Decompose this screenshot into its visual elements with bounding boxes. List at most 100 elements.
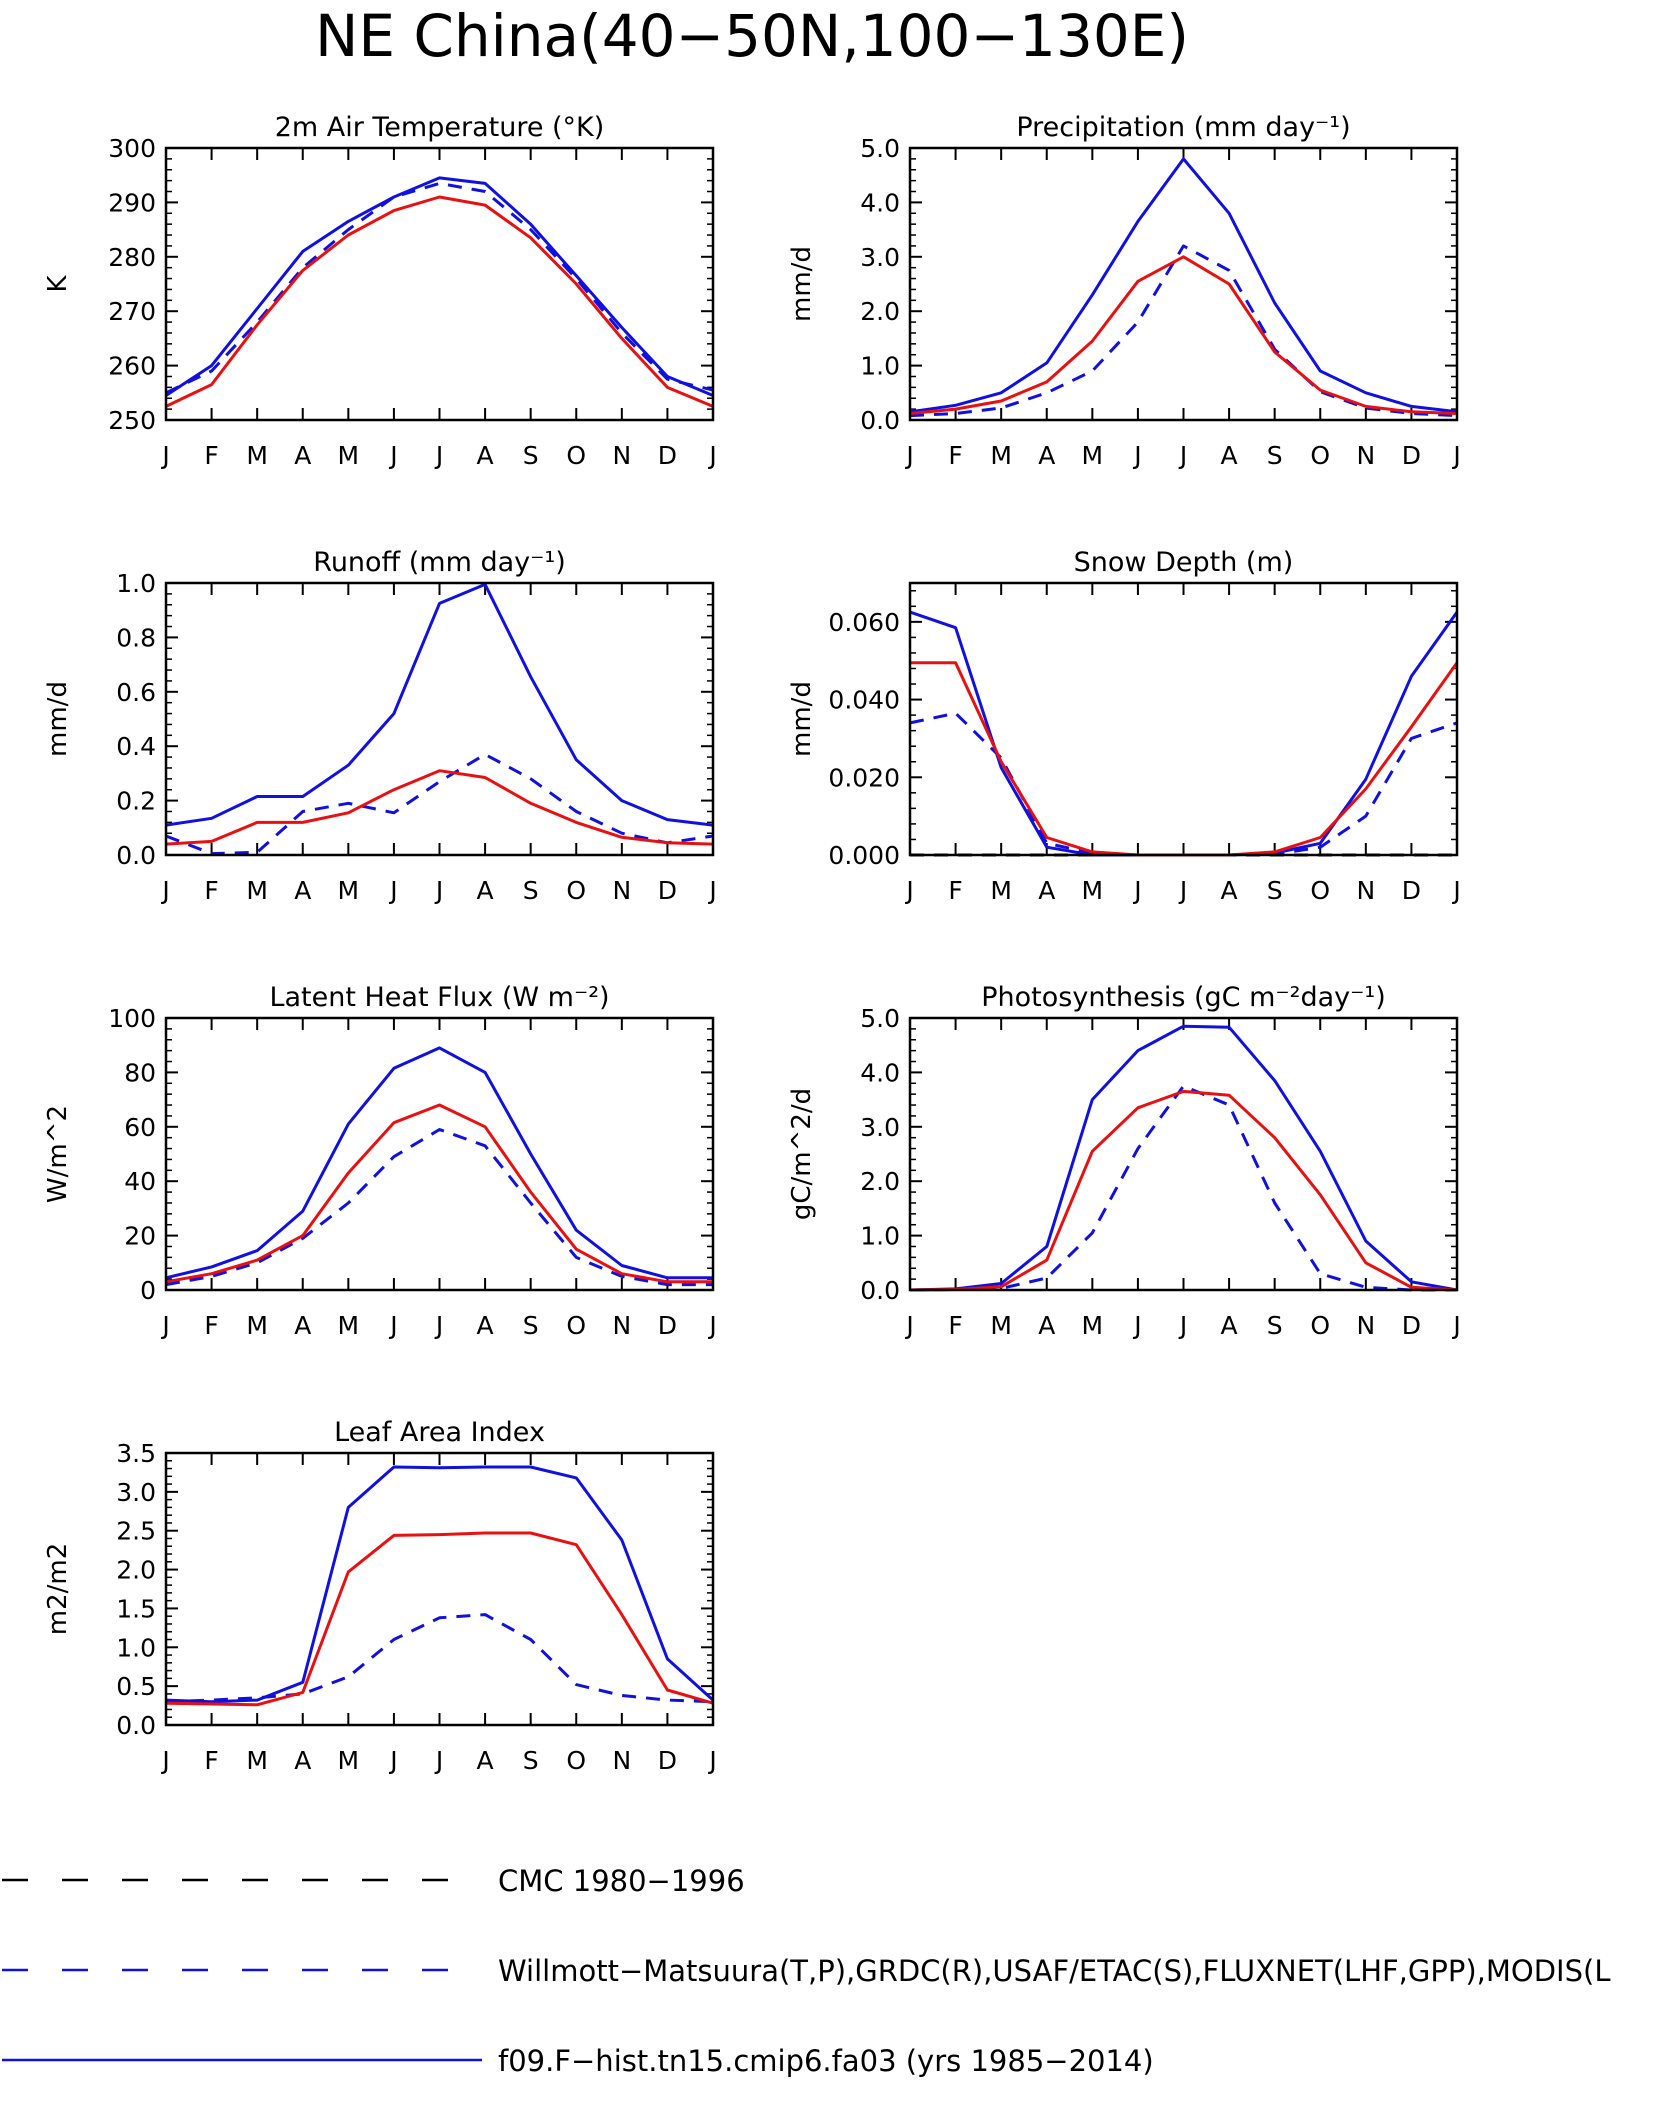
y-axis-label: mm/d <box>787 246 817 322</box>
y-tick-label: 4.0 <box>860 1058 900 1087</box>
x-tick-label: S <box>1267 441 1283 470</box>
plot-frame <box>164 146 715 422</box>
x-tick-label: O <box>566 1311 586 1340</box>
x-tick-label: N <box>612 1746 631 1775</box>
x-tick-label: M <box>338 1746 360 1775</box>
y-tick-label: 1.0 <box>116 569 156 598</box>
x-tick-label: J <box>904 441 913 470</box>
x-tick-label: A <box>294 441 311 470</box>
x-tick-label: O <box>1310 1311 1330 1340</box>
y-tick-label: 280 <box>108 243 156 272</box>
y-tick-label: 300 <box>108 134 156 163</box>
panel-title: 2m Air Temperature (°K) <box>275 112 605 143</box>
series-line <box>165 176 714 397</box>
x-tick-label: O <box>566 876 586 905</box>
y-tick-label: 1.5 <box>116 1594 156 1623</box>
x-tick-label: S <box>1267 876 1283 905</box>
chart-panel: Photosynthesis (gC m⁻²day⁻¹) gC/m^2/d 0.0 1… <box>787 982 1461 1340</box>
x-tick-label: J <box>1451 876 1460 905</box>
x-tick-label: J <box>1178 876 1187 905</box>
series-line <box>909 610 1459 857</box>
x-tick-label: J <box>160 1311 169 1340</box>
x-tick-label: S <box>523 1746 539 1775</box>
x-tick-label: F <box>204 1746 218 1775</box>
x-tick-label: J <box>1132 876 1141 905</box>
series-line <box>165 1531 714 1707</box>
chart-panel: Snow Depth (m) mm/d 0.000 0.020 0.040 0.060 J F… <box>787 547 1461 905</box>
series-line <box>165 1046 713 1280</box>
y-tick-label: 290 <box>108 188 156 217</box>
plot-frame <box>164 1451 715 1727</box>
x-tick-label: O <box>566 1746 586 1775</box>
panel-title: Snow Depth (m) <box>1074 547 1294 578</box>
x-tick-label: D <box>658 876 677 905</box>
x-tick-label: M <box>246 1311 268 1340</box>
x-tick-label: M <box>990 441 1012 470</box>
y-tick-label: 3.0 <box>860 1113 900 1142</box>
x-tick-label: M <box>246 1746 268 1775</box>
x-tick-label: A <box>477 1311 494 1340</box>
chart-panel: Latent Heat Flux (W m⁻²) W/m^2 0 20 40 60 80 10… <box>43 982 717 1340</box>
y-tick-label: 0.2 <box>116 787 156 816</box>
series-line <box>909 1024 1458 1292</box>
x-tick-label: M <box>338 876 360 905</box>
x-tick-label: J <box>160 1746 169 1775</box>
series-line <box>909 1089 1458 1292</box>
y-tick-label: 100 <box>108 1004 156 1033</box>
legend: CMC 1980−1996 Willmott−Matsuura(T,P),GRDC… <box>2 1864 1611 2078</box>
x-tick-label: D <box>658 1311 677 1340</box>
x-tick-label: A <box>477 876 494 905</box>
y-axis-label: W/m^2 <box>43 1105 73 1203</box>
x-tick-label: A <box>294 876 311 905</box>
x-tick-label: M <box>246 876 268 905</box>
y-tick-label: 5.0 <box>860 1004 900 1033</box>
x-tick-label: S <box>523 441 539 470</box>
panel-title: Runoff (mm day⁻¹) <box>313 547 565 578</box>
legend-label: CMC 1980−1996 <box>498 1864 745 1898</box>
panel-title: Precipitation (mm day⁻¹) <box>1016 112 1350 143</box>
chart-panel: 2m Air Temperature (°K) K 250 260 270 280 290 3… <box>43 112 717 470</box>
x-tick-label: A <box>477 1746 494 1775</box>
x-tick-label: M <box>1082 1311 1104 1340</box>
x-tick-label: M <box>990 1311 1012 1340</box>
y-tick-label: 2.5 <box>116 1517 156 1546</box>
y-tick-label: 4.0 <box>860 188 900 217</box>
plot-frame <box>908 146 1459 422</box>
y-tick-label: 270 <box>108 297 156 326</box>
x-tick-label: A <box>1038 441 1055 470</box>
x-tick-label: J <box>160 441 169 470</box>
x-tick-label: J <box>434 876 443 905</box>
x-tick-label: D <box>1402 876 1421 905</box>
plot-frame <box>908 1016 1459 1292</box>
x-tick-label: J <box>1451 441 1460 470</box>
x-tick-label: J <box>434 1746 443 1775</box>
x-tick-label: J <box>707 1746 716 1775</box>
x-tick-label: M <box>338 1311 360 1340</box>
plot-frame <box>164 1016 715 1292</box>
x-tick-label: J <box>388 876 397 905</box>
y-tick-label: 0.0 <box>860 1276 900 1305</box>
x-tick-label: A <box>1221 441 1238 470</box>
y-tick-label: 0 <box>140 1276 156 1305</box>
panel-title: Leaf Area Index <box>334 1417 545 1448</box>
x-tick-label: M <box>338 441 360 470</box>
legend-label: Willmott−Matsuura(T,P),GRDC(R),USAF/ETAC… <box>498 1954 1611 1988</box>
y-tick-label: 0.020 <box>828 763 900 792</box>
x-tick-label: J <box>388 1311 397 1340</box>
y-axis-label: m2/m2 <box>43 1543 73 1636</box>
series-line <box>909 1084 1457 1292</box>
x-tick-label: S <box>523 876 539 905</box>
y-tick-label: 0.0 <box>860 406 900 435</box>
x-tick-label: J <box>707 441 716 470</box>
y-tick-label: 1.0 <box>116 1633 156 1662</box>
x-tick-label: F <box>948 1311 962 1340</box>
series-line <box>165 181 714 395</box>
chart-panel: Leaf Area Index m2/m2 0.0 0.5 1.0 1.5 2.0 2.5 3.… <box>43 1417 717 1775</box>
x-tick-label: J <box>1178 441 1187 470</box>
x-tick-label: O <box>1310 441 1330 470</box>
x-tick-label: D <box>1402 1311 1421 1340</box>
y-tick-label: 3.5 <box>116 1439 156 1468</box>
legend-label: f09.F−hist.tn15.cmip6.fa03 (yrs 1985−201… <box>498 2044 1154 2078</box>
x-tick-label: J <box>434 1311 443 1340</box>
x-tick-label: J <box>904 876 913 905</box>
